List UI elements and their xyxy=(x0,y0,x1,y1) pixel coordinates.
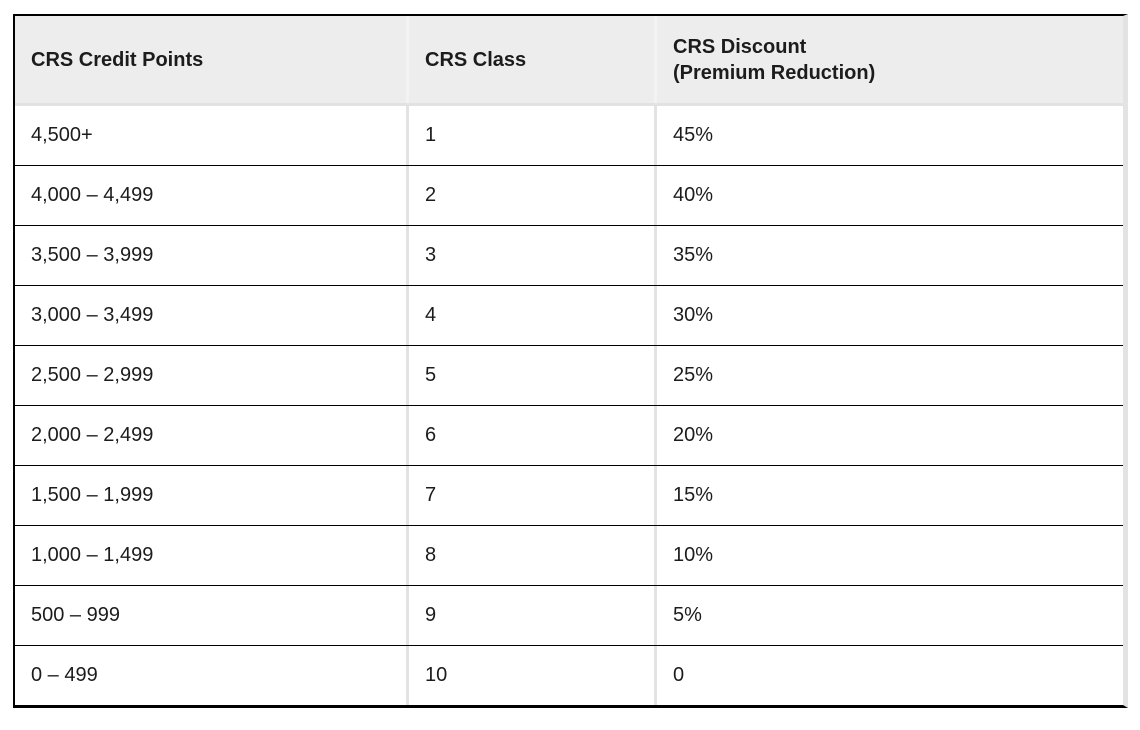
cell-credit-points: 2,000 – 2,499 xyxy=(15,406,409,465)
cell-class: 10 xyxy=(409,646,657,705)
table-row: 0 – 499 10 0 xyxy=(15,646,1123,705)
cell-class: 5 xyxy=(409,346,657,405)
column-header-class: CRS Class xyxy=(409,16,657,103)
cell-class: 1 xyxy=(409,106,657,165)
cell-credit-points: 1,000 – 1,499 xyxy=(15,526,409,585)
cell-class: 7 xyxy=(409,466,657,525)
cell-discount: 30% xyxy=(673,304,714,326)
cell-discount: 25% xyxy=(673,364,714,386)
cell-class: 2 xyxy=(409,166,657,225)
cell-credit-points: 3,000 – 3,499 xyxy=(15,286,409,345)
table-row: 1,000 – 1,499 8 10% xyxy=(15,526,1123,586)
cell-discount: 40% xyxy=(673,184,714,206)
cell-credit-points: 3,500 – 3,999 xyxy=(15,226,409,285)
cell-class: 6 xyxy=(409,406,657,465)
cell-discount: 45% xyxy=(673,124,714,146)
cell-discount: 35% xyxy=(673,244,714,266)
cell-credit-points: 4,500+ xyxy=(15,106,409,165)
column-header-label-line1: CRS Discount xyxy=(673,35,807,58)
cell-discount: 5% xyxy=(673,604,702,626)
column-header-credit-points: CRS Credit Points xyxy=(15,16,409,103)
table-row: 500 – 999 9 5% xyxy=(15,586,1123,646)
cell-class: 9 xyxy=(409,586,657,645)
cell-credit-points: 1,500 – 1,999 xyxy=(15,466,409,525)
table-row: 2,000 – 2,499 6 20% xyxy=(15,406,1123,466)
table-row: 3,500 – 3,999 3 35% xyxy=(15,226,1123,286)
cell-credit-points: 4,000 – 4,499 xyxy=(15,166,409,225)
table-header-row: CRS Credit Points CRS Class CRS Discount… xyxy=(15,16,1123,103)
column-header-label-line2: (Premium Reduction) xyxy=(673,61,876,84)
cell-credit-points: 500 – 999 xyxy=(15,586,409,645)
crs-discount-table: CRS Credit Points CRS Class CRS Discount… xyxy=(13,14,1128,708)
table-row: 2,500 – 2,999 5 25% xyxy=(15,346,1123,406)
cell-discount: 20% xyxy=(673,424,714,446)
column-header-label: CRS Class xyxy=(425,48,527,71)
table-row: 4,000 – 4,499 2 40% xyxy=(15,166,1123,226)
cell-discount: 10% xyxy=(673,544,714,566)
table-row: 1,500 – 1,999 7 15% xyxy=(15,466,1123,526)
column-header-label: CRS Credit Points xyxy=(31,48,204,71)
cell-credit-points: 2,500 – 2,999 xyxy=(15,346,409,405)
cell-discount: 0 xyxy=(673,664,685,686)
header-divider xyxy=(15,103,1123,106)
column-header-discount: CRS Discount (Premium Reduction) xyxy=(657,16,1123,103)
table-row: 3,000 – 3,499 4 30% xyxy=(15,286,1123,346)
cell-class: 3 xyxy=(409,226,657,285)
cell-class: 8 xyxy=(409,526,657,585)
cell-credit-points: 0 – 499 xyxy=(15,646,409,705)
cell-discount: 15% xyxy=(673,484,714,506)
table-row: 4,500+ 1 45% xyxy=(15,106,1123,166)
cell-class: 4 xyxy=(409,286,657,345)
